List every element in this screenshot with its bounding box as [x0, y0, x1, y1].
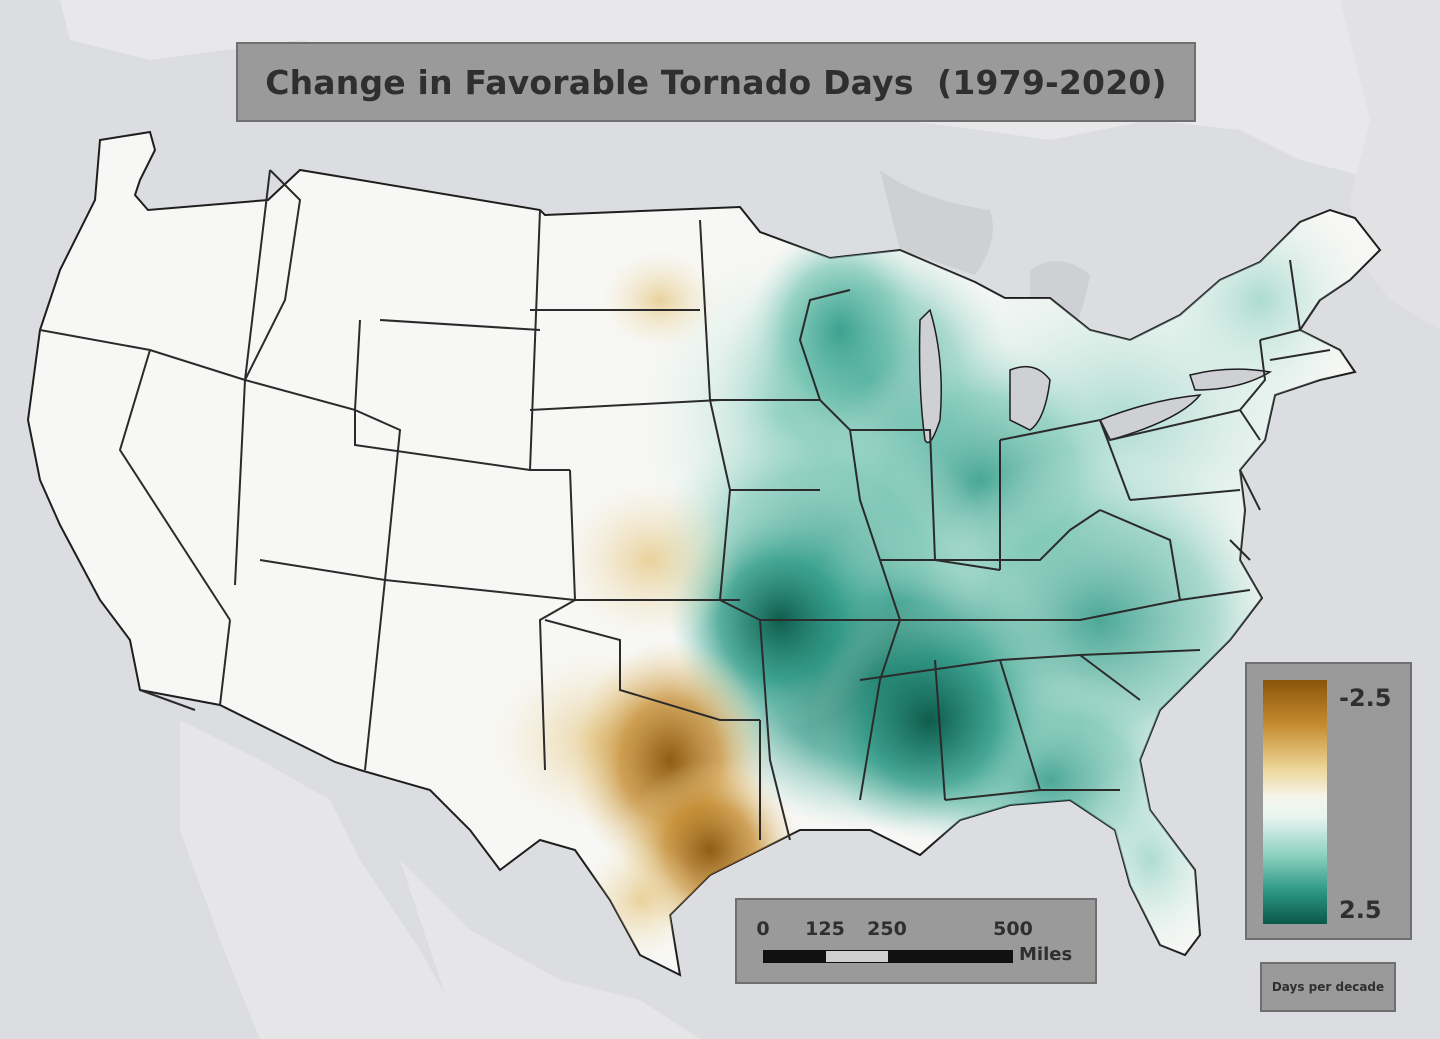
- scale-tick-250: 250: [867, 918, 907, 940]
- legend-units-panel: Days per decade: [1260, 962, 1396, 1012]
- legend-color-ramp: [1263, 680, 1327, 924]
- scale-tick-0: 0: [756, 918, 770, 940]
- scale-units: Miles: [1019, 944, 1073, 965]
- scale-tick-500: 500: [993, 918, 1033, 940]
- scale-bar: [763, 950, 1013, 963]
- map-title-panel: Change in Favorable Tornado Days (1979-2…: [236, 42, 1196, 122]
- legend-max-label: 2.5: [1339, 896, 1382, 924]
- legend-units: Days per decade: [1271, 979, 1385, 994]
- legend-min-label: -2.5: [1339, 684, 1392, 712]
- scale-tick-125: 125: [805, 918, 845, 940]
- map-title: Change in Favorable Tornado Days (1979-2…: [265, 62, 1167, 102]
- scale-bar-panel: 0 125 250 500 Miles: [735, 898, 1097, 984]
- state-boundaries: [39, 169, 1331, 841]
- legend-panel: -2.5 2.5: [1245, 662, 1412, 940]
- data-overlay: [490, 190, 1370, 960]
